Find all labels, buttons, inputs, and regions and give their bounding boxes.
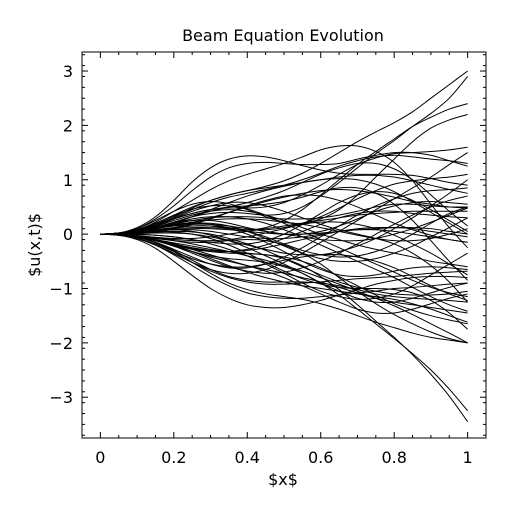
- y-axis-label: $u(x,t)$: [25, 213, 44, 277]
- series-line-21: [100, 179, 468, 256]
- axis-ticks: 0 0.2 0.4 0.6 0.8 1 −3 −2 −1 0 1 2 3: [49, 52, 487, 467]
- y-tick-label: 3: [63, 62, 73, 81]
- series-line-38: [100, 215, 468, 312]
- series-line-54: [100, 233, 468, 323]
- series-line-50: [100, 233, 468, 301]
- series-line-40: [100, 201, 469, 303]
- series-line-51: [100, 154, 468, 235]
- x-tick-label: 1: [463, 448, 473, 467]
- y-tick-label: 2: [63, 116, 73, 135]
- series-line-52: [100, 178, 468, 235]
- y-tick-label: −2: [49, 334, 73, 353]
- series-line-37: [100, 225, 468, 278]
- x-tick-label: 0: [95, 448, 105, 467]
- series-line-16: [100, 209, 468, 268]
- x-tick-label: 0.6: [308, 448, 333, 467]
- series-line-3: [100, 144, 469, 249]
- series-line-12: [100, 186, 468, 281]
- series-lines: [100, 70, 469, 422]
- y-tick-label: 1: [63, 171, 73, 190]
- y-tick-label: −1: [49, 279, 73, 298]
- series-line-55: [100, 233, 468, 344]
- series-line-56: [100, 194, 468, 243]
- series-line-4: [100, 70, 468, 235]
- series-line-41: [100, 221, 468, 276]
- series-line-44: [100, 152, 468, 275]
- x-tick-label: 0.2: [161, 448, 186, 467]
- y-tick-label: −3: [49, 388, 73, 407]
- series-line-29: [100, 233, 468, 344]
- series-line-53: [100, 189, 468, 235]
- y-tick-label: 0: [63, 225, 73, 244]
- series-line-48: [100, 230, 468, 296]
- x-axis-label: $x$: [268, 470, 298, 489]
- x-tick-label: 0.4: [235, 448, 260, 467]
- x-tick-label: 0.8: [381, 448, 406, 467]
- chart-title: Beam Equation Evolution: [182, 26, 384, 45]
- series-line-39: [100, 204, 468, 298]
